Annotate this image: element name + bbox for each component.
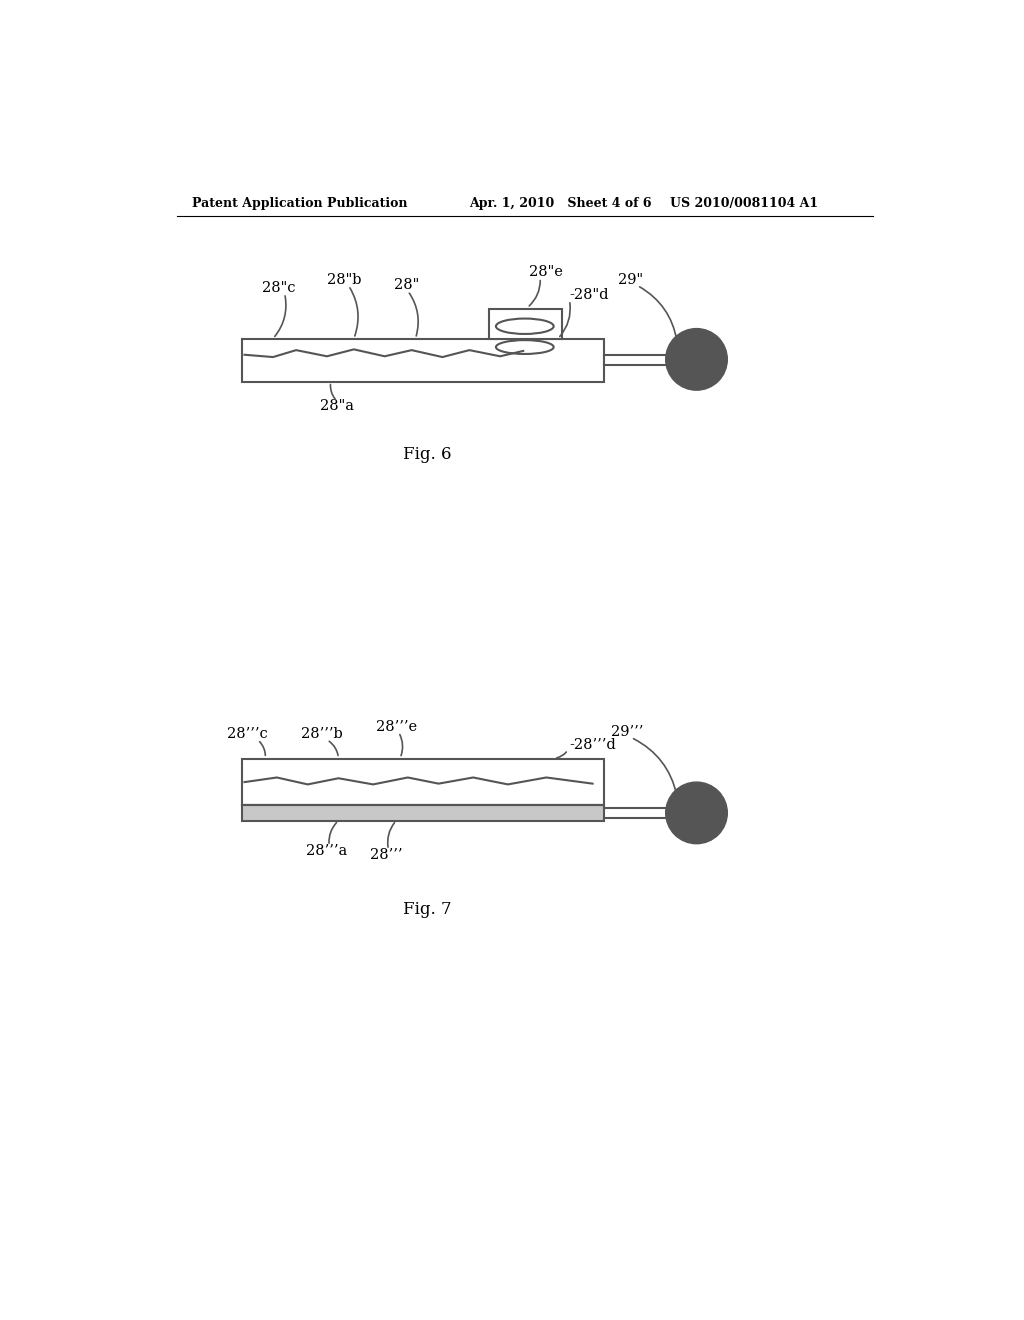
Text: 28"a: 28"a (319, 400, 354, 413)
Text: Apr. 1, 2010   Sheet 4 of 6: Apr. 1, 2010 Sheet 4 of 6 (469, 197, 652, 210)
Polygon shape (243, 759, 604, 805)
Text: 28’’’b: 28’’’b (301, 727, 342, 742)
Text: -28’’’d: -28’’’d (569, 738, 616, 752)
Text: 29’’’: 29’’’ (611, 725, 643, 739)
Text: Patent Application Publication: Patent Application Publication (193, 197, 408, 210)
Text: US 2010/0081104 A1: US 2010/0081104 A1 (670, 197, 818, 210)
Ellipse shape (496, 318, 554, 334)
Text: Fig. 7: Fig. 7 (402, 900, 452, 917)
Text: Fig. 6: Fig. 6 (402, 446, 452, 463)
Text: 28’’’a: 28’’’a (306, 845, 347, 858)
Text: 28": 28" (393, 279, 419, 293)
Text: -28"d: -28"d (569, 289, 609, 302)
Ellipse shape (496, 341, 554, 354)
Text: 28’’’: 28’’’ (370, 849, 402, 862)
Circle shape (666, 781, 727, 843)
Polygon shape (243, 339, 604, 381)
Text: 29": 29" (618, 273, 644, 286)
Text: 28’’’e: 28’’’e (376, 719, 417, 734)
Text: 28"e: 28"e (529, 265, 563, 280)
Text: 28’’’c: 28’’’c (227, 727, 268, 742)
Polygon shape (243, 805, 604, 821)
Text: 28"c: 28"c (262, 281, 295, 294)
Circle shape (666, 329, 727, 391)
Text: 28"b: 28"b (328, 273, 361, 286)
Polygon shape (488, 309, 562, 339)
